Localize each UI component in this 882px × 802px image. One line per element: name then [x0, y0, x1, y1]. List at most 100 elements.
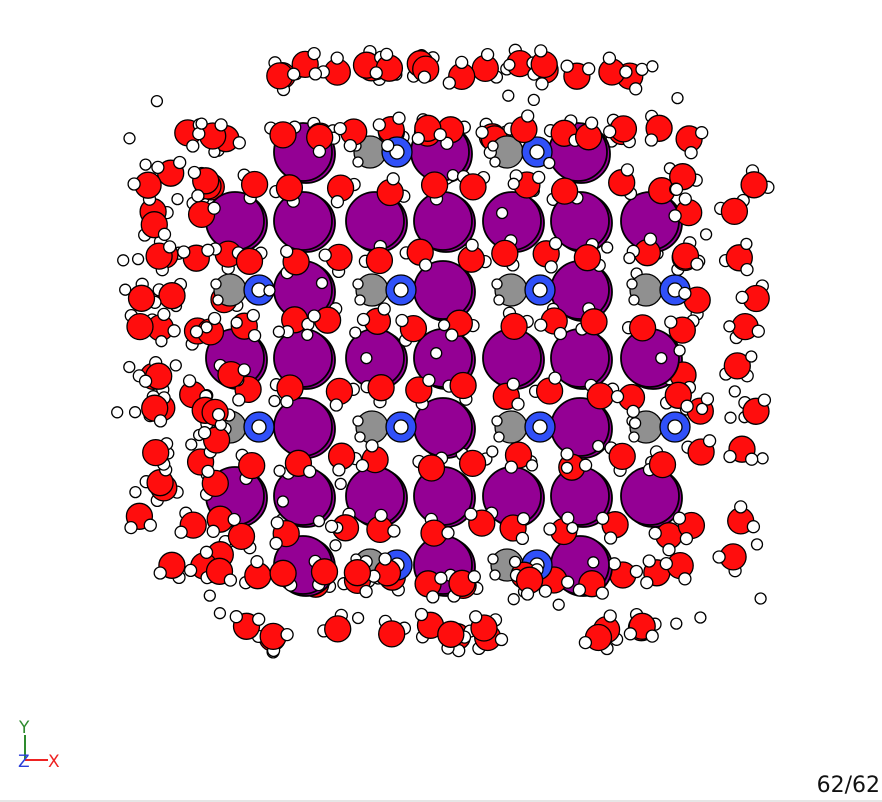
hydrogen-atom[interactable] — [324, 519, 339, 534]
hydrogen-atom[interactable] — [287, 67, 301, 81]
hydrogen-atom[interactable] — [578, 458, 593, 472]
hydrogen-atom[interactable] — [177, 245, 191, 259]
hydrogen-atom[interactable] — [560, 447, 574, 461]
hydrogen-atom[interactable] — [603, 125, 617, 139]
hydrogen-atom[interactable] — [379, 47, 394, 62]
oxygen-atom[interactable] — [158, 282, 186, 310]
hydrogen-atom[interactable] — [153, 566, 167, 580]
hydrogen-atom[interactable] — [603, 531, 618, 545]
hydrogen-atom[interactable] — [607, 557, 622, 571]
hydrogen-atom[interactable] — [446, 168, 460, 182]
hydrogen-atom[interactable] — [330, 195, 345, 209]
hydrogen-atom[interactable] — [433, 128, 447, 142]
hydrogen-atom[interactable] — [169, 359, 182, 372]
hydrogen-atom[interactable] — [734, 500, 748, 514]
hydrogen-atom[interactable] — [648, 526, 662, 540]
timeline-bar[interactable] — [0, 800, 882, 802]
hydrogen-atom[interactable] — [626, 278, 638, 290]
hydrogen-atom[interactable] — [735, 290, 749, 305]
hydrogen-atom[interactable] — [751, 324, 765, 338]
hydrogen-atom[interactable] — [185, 438, 198, 451]
hydrogen-atom[interactable] — [596, 511, 610, 525]
oxygen-atom[interactable] — [235, 247, 264, 275]
hydrogen-atom[interactable] — [740, 237, 753, 251]
hydrogen-atom[interactable] — [308, 67, 323, 81]
hydrogen-atom[interactable] — [246, 308, 260, 323]
hydrogen-atom[interactable] — [678, 286, 692, 301]
hydrogen-atom[interactable] — [723, 449, 737, 464]
oxygen-atom[interactable] — [491, 239, 519, 268]
hydrogen-atom[interactable] — [560, 59, 574, 73]
oxygen-atom[interactable] — [324, 615, 352, 643]
hydrogen-atom[interactable] — [411, 131, 425, 146]
hydrogen-atom[interactable] — [489, 156, 501, 168]
hydrogen-atom[interactable] — [623, 251, 636, 265]
hydrogen-atom[interactable] — [646, 60, 659, 73]
hydrogen-atom[interactable] — [426, 590, 440, 604]
hydrogen-atom[interactable] — [538, 584, 553, 598]
oxygen-atom[interactable] — [608, 442, 636, 471]
hydrogen-atom[interactable] — [566, 521, 579, 535]
oxygen-atom[interactable] — [367, 374, 395, 402]
hydrogen-atom[interactable] — [740, 262, 754, 277]
hydrogen-atom[interactable] — [189, 325, 204, 339]
hydrogen-atom[interactable] — [520, 587, 535, 601]
hydrogen-atom[interactable] — [592, 439, 605, 453]
hydrogen-atom[interactable] — [756, 452, 769, 465]
hydrogen-atom[interactable] — [455, 55, 469, 70]
hydrogen-atom[interactable] — [393, 419, 409, 435]
hydrogen-atom[interactable] — [201, 464, 215, 479]
hydrogen-atom[interactable] — [507, 177, 520, 190]
hydrogen-atom[interactable] — [673, 344, 686, 357]
hydrogen-atom[interactable] — [445, 328, 459, 342]
hydrogen-atom[interactable] — [668, 209, 682, 223]
hydrogen-atom[interactable] — [655, 351, 668, 365]
hydrogen-atom[interactable] — [728, 385, 741, 398]
hydrogen-atom[interactable] — [702, 434, 717, 448]
hydrogen-atom[interactable] — [250, 555, 264, 569]
hydrogen-atom[interactable] — [229, 610, 243, 624]
hydrogen-atom[interactable] — [757, 393, 772, 407]
hydrogen-atom[interactable] — [268, 394, 281, 408]
hydrogen-atom[interactable] — [329, 398, 343, 412]
hydrogen-atom[interactable] — [157, 227, 172, 241]
hydrogen-atom[interactable] — [628, 294, 640, 306]
hydrogen-atom[interactable] — [535, 77, 549, 91]
hydrogen-atom[interactable] — [475, 125, 489, 140]
hydrogen-atom[interactable] — [532, 419, 548, 435]
hydrogen-atom[interactable] — [620, 163, 635, 177]
hydrogen-atom[interactable] — [191, 189, 205, 203]
hydrogen-atom[interactable] — [610, 389, 625, 404]
oxygen-atom[interactable] — [550, 177, 579, 205]
hydrogen-atom[interactable] — [724, 411, 737, 424]
hydrogen-atom[interactable] — [502, 89, 515, 102]
hydrogen-atom[interactable] — [628, 417, 642, 430]
hydrogen-atom[interactable] — [587, 556, 600, 569]
hydrogen-atom[interactable] — [377, 302, 391, 316]
hydrogen-atom[interactable] — [584, 116, 599, 130]
hydrogen-atom[interactable] — [504, 460, 518, 474]
hydrogen-atom[interactable] — [679, 531, 694, 546]
hydrogen-atom[interactable] — [672, 511, 687, 525]
hydrogen-atom[interactable] — [643, 232, 658, 246]
hydrogen-atom[interactable] — [464, 507, 478, 521]
hydrogen-atom[interactable] — [712, 550, 726, 564]
hydrogen-atom[interactable] — [532, 282, 548, 298]
hydrogen-atom[interactable] — [495, 206, 509, 220]
hydrogen-atom[interactable] — [395, 313, 409, 328]
hydrogen-atom[interactable] — [276, 495, 290, 508]
hydrogen-atom[interactable] — [603, 609, 617, 623]
hydrogen-atom[interactable] — [167, 324, 181, 338]
hydrogen-atom[interactable] — [378, 552, 392, 566]
hydrogen-atom[interactable] — [206, 524, 220, 538]
hydrogen-atom[interactable] — [343, 138, 357, 153]
hydrogen-atom[interactable] — [352, 156, 364, 168]
hydrogen-atom[interactable] — [301, 328, 314, 341]
hydrogen-atom[interactable] — [307, 46, 321, 61]
oxygen-atom[interactable] — [227, 522, 256, 551]
hydrogen-atom[interactable] — [117, 254, 130, 267]
hydrogen-atom[interactable] — [263, 284, 276, 297]
hydrogen-atom[interactable] — [174, 525, 188, 539]
oxygen-atom[interactable] — [142, 438, 170, 467]
